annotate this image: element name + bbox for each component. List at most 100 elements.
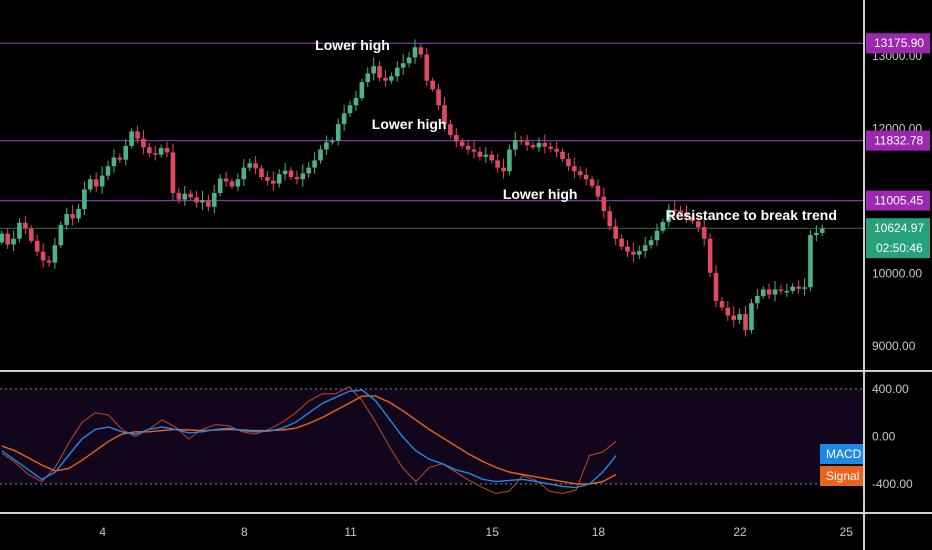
candle-body [743, 314, 748, 331]
candle-body [117, 157, 123, 160]
annotation-label: Resistance to break trend [666, 207, 837, 223]
candle-body [158, 148, 164, 155]
candle-body [76, 208, 81, 219]
candle-body [288, 170, 294, 178]
candle-body [324, 142, 329, 150]
level-badge-label: 11005.45 [874, 194, 923, 208]
level-price-badges: 13175.90 11832.78 11005.45 [866, 33, 930, 211]
candle-body [436, 89, 441, 106]
candle-body [542, 143, 548, 147]
candle-body [64, 214, 70, 225]
candle-body [400, 63, 406, 68]
series-histogram-line [1, 385, 617, 495]
candle-body [577, 171, 583, 175]
candle-body [778, 289, 784, 291]
candle-body [99, 175, 105, 187]
candle-body [5, 233, 10, 245]
candle-body [513, 140, 518, 150]
candle-body [389, 76, 394, 81]
current-price-badge-box [866, 218, 930, 259]
candle-body [406, 57, 412, 64]
candle-body [530, 145, 536, 148]
candle-body [93, 179, 99, 187]
candle-body [654, 230, 660, 241]
candle-body [784, 290, 790, 293]
candle-body [536, 143, 542, 148]
oscillator-band [0, 389, 864, 484]
candle-body [477, 151, 483, 157]
candle-body [282, 170, 288, 175]
series-signal-line [1, 395, 617, 485]
candle-body [182, 193, 188, 200]
candle-body [129, 131, 134, 146]
level-badge-label: 11832.78 [874, 134, 923, 148]
time-tick-label: 15 [486, 525, 500, 539]
price-pane: Lower high Lower high Lower high Resistance… [0, 37, 864, 337]
candle-body [524, 141, 530, 146]
candle-body [737, 314, 742, 320]
candle-body [619, 238, 624, 247]
candle-body [0, 233, 5, 243]
candle-body [347, 105, 353, 114]
candle-body [465, 145, 471, 150]
candle-body [46, 260, 52, 263]
candle-body [448, 124, 453, 136]
candle-body [696, 221, 701, 228]
candle-body [412, 47, 418, 58]
candle-body [335, 124, 341, 141]
candle-body [725, 307, 731, 316]
legend-signal-label: Signal [826, 469, 859, 483]
candle-body [105, 166, 111, 176]
oscillator-tick-label: 400.00 [872, 382, 909, 396]
candle-body [566, 158, 571, 167]
candle-body [383, 77, 388, 81]
candle-body [23, 222, 28, 229]
candle-body [371, 66, 376, 74]
candle-body [819, 228, 825, 233]
candle-body [554, 148, 559, 152]
candle-body [631, 251, 636, 255]
oscillator-tick-label: 0.00 [872, 430, 896, 444]
candle-body [28, 228, 34, 241]
macd-legend: MACD Signal [820, 444, 864, 486]
candle-body [223, 178, 229, 182]
time-tick-label: 11 [344, 525, 357, 539]
candle-body [808, 235, 813, 288]
candle-body [176, 193, 182, 200]
candle-body [353, 98, 359, 106]
candle-body [589, 179, 595, 186]
candle-body [164, 148, 170, 153]
time-axis[interactable]: 4 8 11 15 18 22 25 [99, 525, 853, 539]
candle-body [200, 200, 205, 203]
candle-body [518, 140, 524, 142]
oscillator-axis[interactable]: 400.00 0.00 -400.00 [872, 382, 913, 491]
candle-body [607, 211, 613, 227]
candle-body [642, 245, 648, 252]
macd-pane [0, 385, 864, 495]
candle-body [772, 289, 778, 295]
chart-annotations: Lower high Lower high Lower high Resistance… [315, 37, 837, 223]
series-macd-line [1, 389, 617, 489]
legend-signal-swatch [820, 466, 864, 486]
candle-body [418, 47, 424, 55]
candle-body [294, 177, 300, 180]
annotation-label: Lower high [372, 116, 447, 132]
candle-body [365, 73, 371, 83]
level-badge [866, 190, 930, 211]
candle-body [359, 82, 365, 99]
time-tick-label: 4 [99, 525, 106, 539]
annotation-label: Lower high [315, 37, 390, 53]
candle-body [394, 67, 400, 77]
candle-body [70, 214, 75, 219]
candle-body [318, 149, 323, 161]
candle-body [123, 145, 129, 160]
candle-body [147, 147, 152, 154]
candle-body [253, 163, 258, 169]
candle-body [471, 149, 477, 152]
current-price-label: 10624.97 [874, 221, 924, 235]
candle-body [300, 173, 306, 180]
candle-body [377, 66, 382, 78]
candle-body [235, 179, 241, 187]
candle-body [88, 179, 93, 190]
candle-body [188, 193, 193, 198]
